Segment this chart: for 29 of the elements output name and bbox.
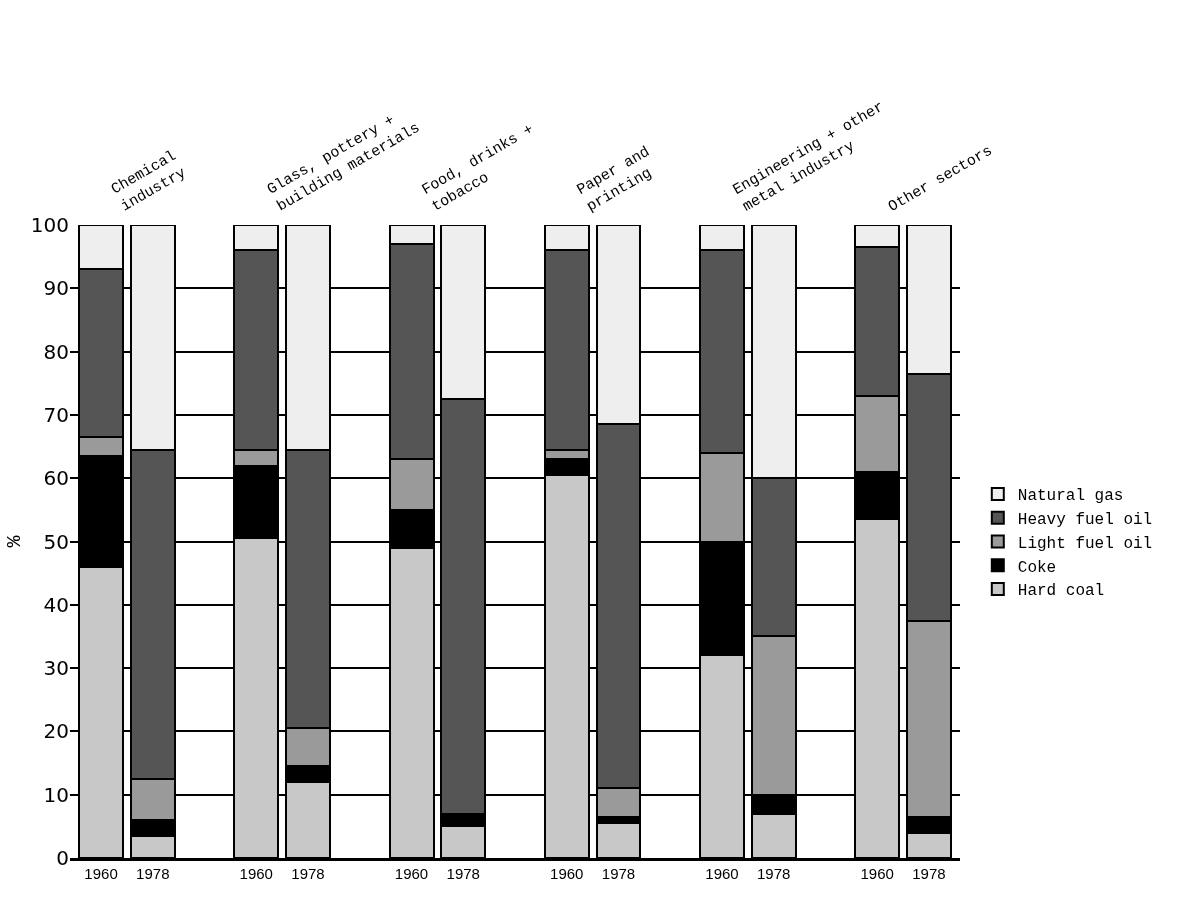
y-tick-label: 90 xyxy=(43,276,69,301)
legend-label: Coke xyxy=(1017,558,1057,577)
y-tick-label: 50 xyxy=(43,529,69,554)
legend-label: Hard coal xyxy=(1017,582,1105,601)
x-tick-label: 1978 xyxy=(912,865,946,882)
legend-label: Natural gas xyxy=(1017,487,1124,506)
y-tick-label: 30 xyxy=(43,656,69,681)
y-tick-label: 10 xyxy=(43,782,69,807)
y-tick-label: 80 xyxy=(43,339,69,364)
y-tick-label: 40 xyxy=(43,592,69,617)
x-tick-label: 1978 xyxy=(601,865,636,882)
x-tick-label: 1960 xyxy=(550,865,584,882)
x-tick-label: 1960 xyxy=(705,865,739,882)
x-tick-label: 1960 xyxy=(860,865,894,882)
y-tick-label: 20 xyxy=(43,719,69,744)
x-tick-label: 1978 xyxy=(291,865,325,882)
x-tick-label: 1978 xyxy=(757,865,791,882)
y-tick-label: 60 xyxy=(43,466,69,491)
x-tick-label: 1978 xyxy=(136,865,170,882)
y-tick-label: 100 xyxy=(30,213,69,237)
y-tick-label: 0 xyxy=(56,846,69,870)
x-tick-label: 1960 xyxy=(84,865,118,882)
y-tick-label: 70 xyxy=(43,402,69,427)
x-tick-label: 1978 xyxy=(446,865,480,882)
x-tick-label: 1960 xyxy=(394,865,429,882)
x-tick-label: 1960 xyxy=(239,865,273,882)
y-axis-title: % xyxy=(3,534,26,548)
legend-label: Light fuel oil xyxy=(1017,534,1153,553)
legend-label: Heavy fuel oil xyxy=(1017,510,1153,529)
